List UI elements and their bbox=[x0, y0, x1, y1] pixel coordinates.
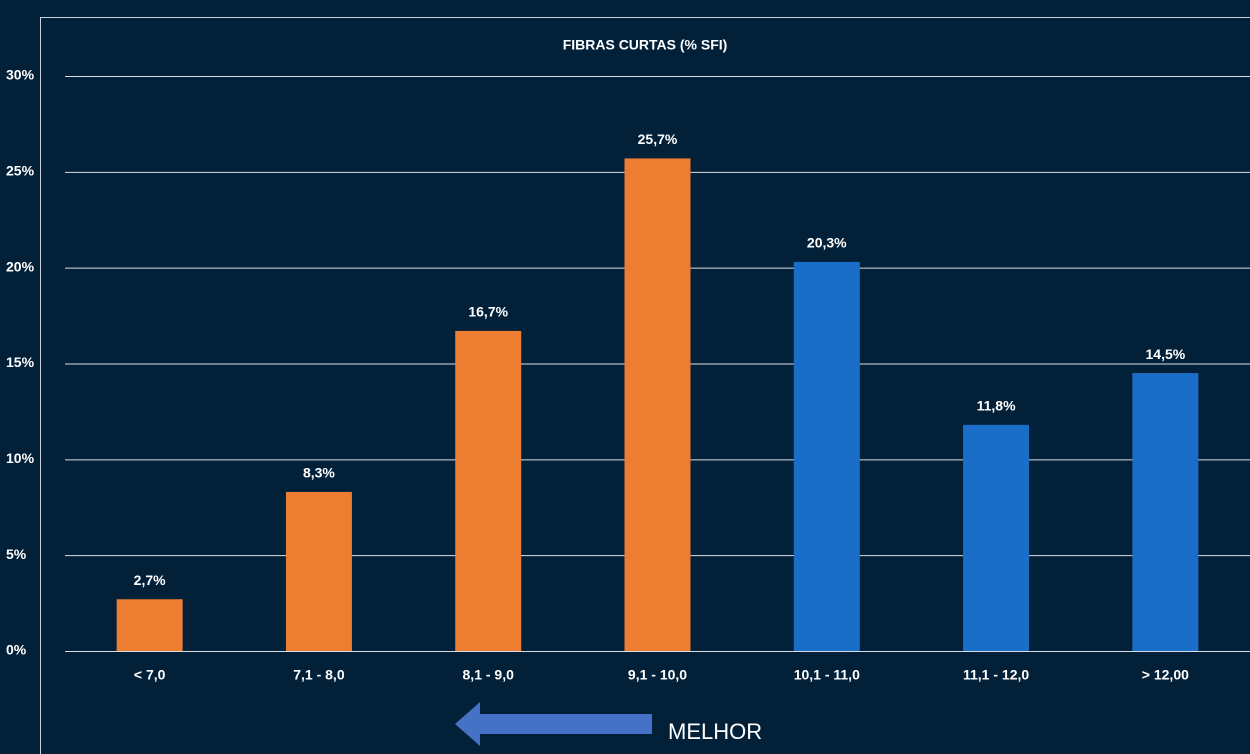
y-tick-label: 10% bbox=[6, 450, 35, 466]
x-tick-label: 10,1 - 11,0 bbox=[794, 667, 860, 683]
y-tick-label: 15% bbox=[6, 354, 35, 370]
x-tick-label: 8,1 - 9,0 bbox=[463, 667, 515, 683]
bar bbox=[455, 330, 522, 651]
data-label: 16,7% bbox=[468, 304, 508, 320]
x-tick-label: 11,1 - 12,0 bbox=[963, 667, 1029, 683]
chart-title: FIBRAS CURTAS (% SFI) bbox=[563, 37, 728, 53]
data-label: 11,8% bbox=[977, 398, 1016, 414]
x-tick-label: > 12,00 bbox=[1142, 667, 1189, 683]
y-tick-label: 25% bbox=[6, 163, 35, 179]
bar bbox=[793, 261, 860, 651]
data-label: 14,5% bbox=[1146, 346, 1186, 362]
y-tick-label: 20% bbox=[6, 258, 35, 274]
bar bbox=[1132, 373, 1199, 651]
data-label: 20,3% bbox=[807, 235, 847, 251]
x-tick-label: 7,1 - 8,0 bbox=[293, 667, 345, 683]
bar bbox=[963, 424, 1030, 651]
y-tick-label: 30% bbox=[6, 67, 35, 83]
annotation: MELHOR bbox=[668, 719, 762, 744]
data-label: 25,7% bbox=[638, 131, 678, 147]
x-tick-label: < 7,0 bbox=[134, 667, 166, 683]
y-tick-label: 0% bbox=[6, 642, 27, 658]
frame bbox=[40, 17, 1250, 754]
bar bbox=[116, 599, 183, 651]
bar bbox=[624, 158, 691, 651]
arrow bbox=[455, 702, 652, 746]
data-label: 2,7% bbox=[134, 572, 166, 588]
bar bbox=[285, 491, 352, 651]
data-label: 8,3% bbox=[303, 465, 335, 481]
y-tick-label: 5% bbox=[6, 546, 27, 562]
x-tick-label: 9,1 - 10,0 bbox=[628, 667, 687, 683]
